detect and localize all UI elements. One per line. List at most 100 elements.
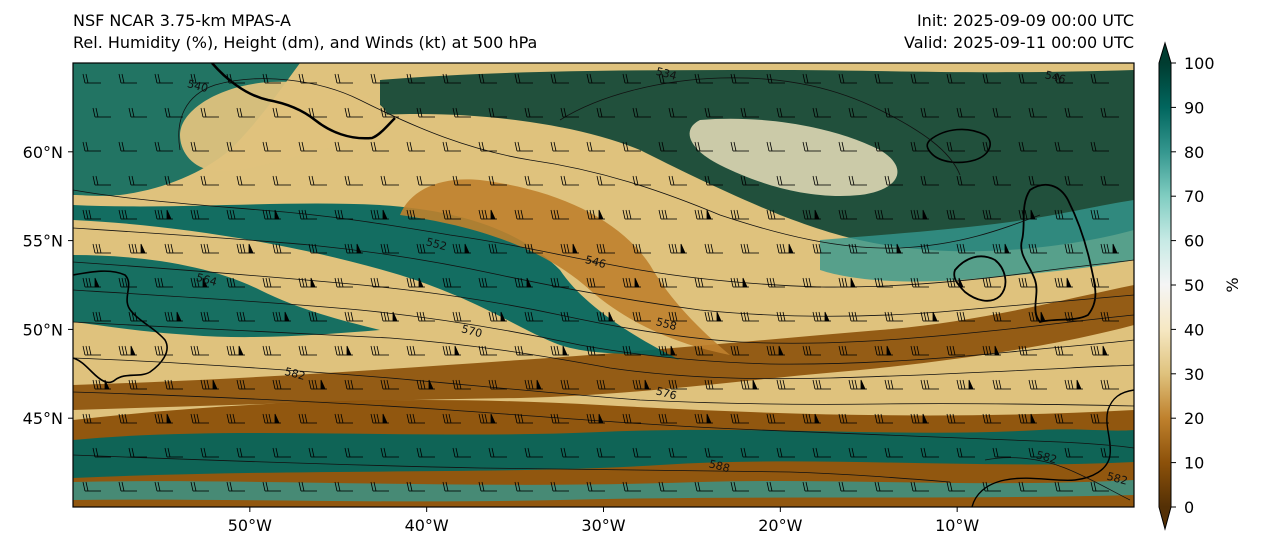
- wind-barb: [586, 345, 605, 356]
- lon-tick-label: 10°W: [935, 516, 979, 535]
- wind-barb: [1090, 277, 1109, 288]
- wind-barb: [154, 277, 173, 288]
- wind-barb: [82, 345, 101, 356]
- contour-546: [73, 189, 1134, 288]
- wind-barb: [694, 73, 713, 84]
- wind-barb: [236, 447, 255, 458]
- wind-barb: [694, 141, 713, 152]
- wind-barb: [560, 175, 579, 186]
- wind-barb: [1054, 481, 1073, 492]
- wind-barb: [190, 141, 209, 152]
- wind-barb: [982, 209, 1001, 220]
- great-britain-coastline: [1020, 183, 1097, 324]
- wind-barb: [596, 447, 615, 458]
- wind-barb: [226, 345, 245, 356]
- wind-barb: [344, 379, 363, 390]
- wind-barb: [622, 73, 641, 84]
- field-title: Rel. Humidity (%), Height (dm), and Wind…: [73, 33, 538, 52]
- wind-barb: [524, 107, 543, 118]
- lat-tick-label: 60°N: [23, 143, 63, 162]
- wind-barb: [776, 311, 795, 322]
- wind-barb: [730, 277, 749, 288]
- wind-barb: [298, 141, 317, 152]
- wind-barb: [910, 73, 929, 84]
- wind-barb: [766, 413, 785, 424]
- wind-barb: [668, 175, 687, 186]
- height-contour-labels: 540 534 546 552 546 564 558 570 582 576 588 582 582: [186, 65, 1129, 488]
- wind-barb: [370, 277, 389, 288]
- wind-barb: [416, 175, 435, 186]
- wind-barb: [380, 243, 399, 254]
- wind-barb: [740, 243, 759, 254]
- wind-barb: [704, 447, 723, 458]
- wind-barb: [658, 413, 677, 424]
- wind-barb: [694, 209, 713, 220]
- wind-barb: [452, 175, 471, 186]
- wind-barb: [154, 209, 173, 220]
- wind-barb: [82, 141, 101, 152]
- wind-barb: [262, 345, 281, 356]
- wind-barb: [82, 209, 101, 220]
- wind-barb: [910, 345, 929, 356]
- wind-barb: [488, 107, 507, 118]
- wind-barb: [874, 73, 893, 84]
- wind-barb: [704, 311, 723, 322]
- rh-band-moist-west: [73, 255, 380, 338]
- wind-barb: [1028, 175, 1047, 186]
- wind-barb: [452, 311, 471, 322]
- wind-barb: [766, 481, 785, 492]
- wind-barb: [226, 73, 245, 84]
- iceland-coastline: [926, 128, 991, 164]
- wind-barb: [920, 175, 939, 186]
- wind-barb: [560, 447, 579, 458]
- wind-barb: [622, 277, 641, 288]
- wind-barb: [514, 413, 533, 424]
- contour-570: [73, 321, 1134, 380]
- wind-barb: [884, 243, 903, 254]
- init-time: Init: 2025-09-09 00:00 UTC: [916, 11, 1134, 30]
- wind-barb: [982, 73, 1001, 84]
- wind-barb: [1028, 107, 1047, 118]
- wind-barb: [848, 107, 867, 118]
- wind-barb: [370, 413, 389, 424]
- wind-barb: [920, 311, 939, 322]
- colorbar-tick-label: 0: [1184, 498, 1194, 517]
- wind-barb: [694, 277, 713, 288]
- longitude-axis: 50°W 40°W 30°W 20°W 10°W: [228, 507, 979, 535]
- wind-barb: [704, 379, 723, 390]
- wind-barb: [190, 73, 209, 84]
- wind-barb: [272, 447, 291, 458]
- wind-barb: [946, 141, 965, 152]
- wind-barb: [622, 209, 641, 220]
- wind-barb: [1064, 107, 1083, 118]
- wind-barb: [910, 413, 929, 424]
- wind-barb: [1018, 141, 1037, 152]
- wind-barb: [776, 379, 795, 390]
- wind-barb: [118, 481, 137, 492]
- wind-barb: [920, 243, 939, 254]
- wind-barb: [956, 311, 975, 322]
- wind-barb: [442, 345, 461, 356]
- wind-barb: [1090, 413, 1109, 424]
- wind-barb: [308, 243, 327, 254]
- wind-barb: [452, 447, 471, 458]
- colorbar-tick-label: 40: [1184, 320, 1204, 339]
- wind-barb: [740, 447, 759, 458]
- wind-barb: [164, 243, 183, 254]
- wind-barb: [488, 175, 507, 186]
- wind-barb: [442, 73, 461, 84]
- wind-barb: [190, 345, 209, 356]
- wind-barb: [380, 107, 399, 118]
- wind-barb: [380, 311, 399, 322]
- wind-barb: [92, 107, 111, 118]
- wind-barb: [1090, 73, 1109, 84]
- wind-barb: [128, 447, 147, 458]
- rh-region-light-east: [689, 118, 898, 196]
- wind-barb: [632, 379, 651, 390]
- wind-barb: [560, 243, 579, 254]
- wind-barb: [478, 277, 497, 288]
- wind-barb: [586, 209, 605, 220]
- wind-barb: [118, 209, 137, 220]
- wind-barb: [406, 209, 425, 220]
- wind-barb: [118, 73, 137, 84]
